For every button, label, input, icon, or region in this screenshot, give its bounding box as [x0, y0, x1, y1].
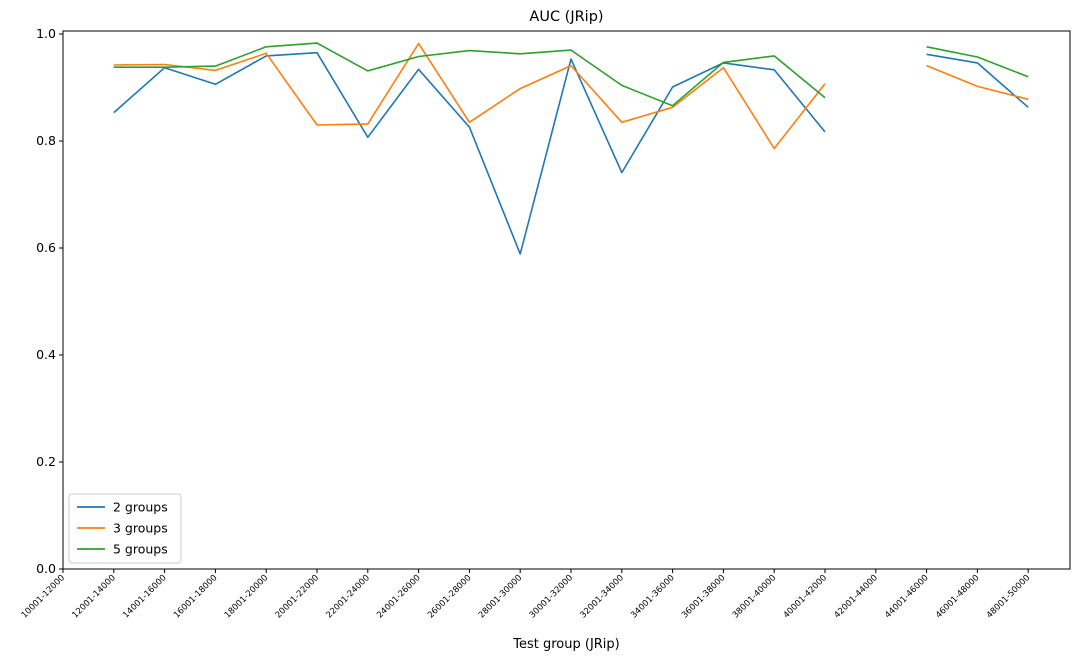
x-tick-label: 44001-46000 — [883, 573, 930, 620]
series-line-3-groups — [113, 42, 826, 150]
x-tick-label: 12001-14000 — [70, 573, 117, 620]
x-tick-label: 40001-42000 — [782, 573, 829, 620]
x-axis-label: Test group (JRip) — [512, 637, 620, 652]
x-tick-label: 32001-34000 — [578, 573, 625, 620]
x-tick-label: 24001-26000 — [375, 573, 422, 620]
x-tick-label: 30001-32000 — [528, 573, 575, 620]
y-tick-label: 1.0 — [36, 26, 56, 41]
x-tick-label: 38001-40000 — [731, 573, 778, 620]
x-tick-label: 22001-24000 — [324, 573, 371, 620]
y-tick-label: 0.4 — [36, 347, 56, 362]
y-tick-label: 0.0 — [36, 561, 56, 576]
legend: 2 groups 3 groups 5 groups — [68, 493, 182, 564]
x-tick-label: 28001-30000 — [477, 573, 524, 620]
x-tick-label: 48001-50000 — [985, 573, 1032, 620]
chart-title: AUC (JRip) — [529, 9, 603, 25]
x-tick-label: 42001-44000 — [832, 573, 879, 620]
x-tick-label: 34001-36000 — [629, 573, 676, 620]
legend-entry-label: 5 groups — [113, 542, 168, 557]
x-tick-label: 16001-18000 — [172, 573, 219, 620]
plot-frame — [62, 30, 1071, 570]
x-tick-label: 20001-22000 — [274, 573, 321, 620]
y-tick-label: 0.8 — [36, 133, 56, 148]
x-tick-label: 14001-16000 — [121, 573, 168, 620]
y-tick-label: 0.2 — [36, 454, 56, 469]
series-line-2-groups — [113, 51, 826, 255]
legend-entry-label: 2 groups — [113, 500, 168, 515]
series-line-5-groups — [926, 46, 1029, 78]
x-tick-label: 46001-48000 — [934, 573, 981, 620]
legend-box — [68, 493, 182, 564]
series-line-2-groups — [926, 53, 1029, 108]
legend-entry-label: 3 groups — [113, 521, 168, 536]
y-tick-label: 0.6 — [36, 240, 56, 255]
series-line-5-groups — [113, 42, 826, 107]
x-tick-label: 26001-28000 — [426, 573, 473, 620]
x-tick-label: 18001-20000 — [223, 573, 270, 620]
series-line-3-groups — [926, 64, 1029, 101]
x-tick-label: 36001-38000 — [680, 573, 727, 620]
x-tick-label: 10001-12000 — [20, 573, 67, 620]
